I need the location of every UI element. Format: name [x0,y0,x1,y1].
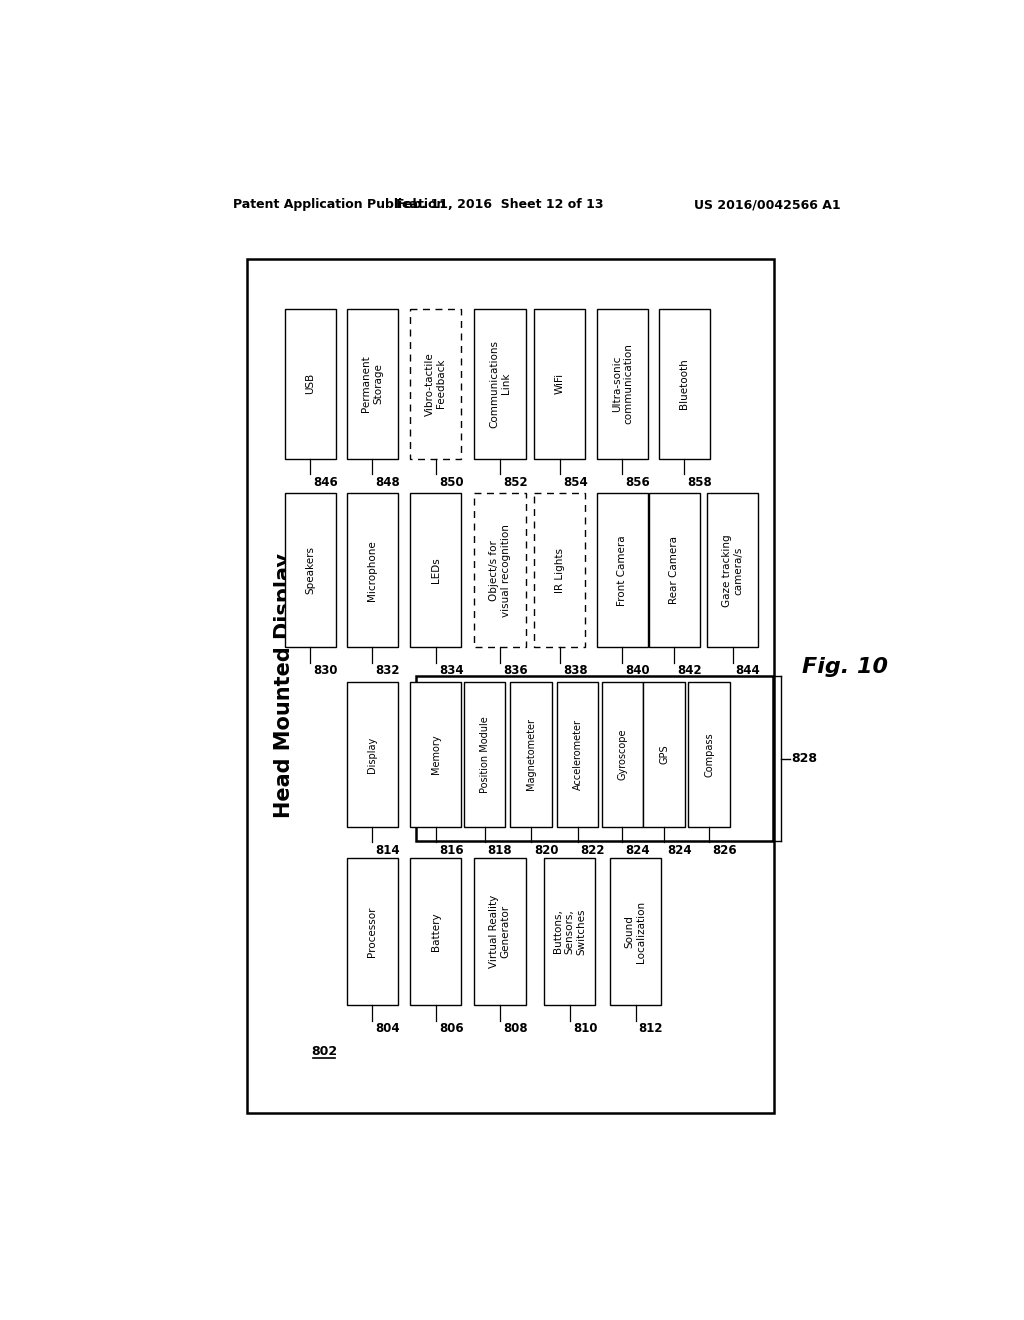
Text: Virtual Reality
Generator: Virtual Reality Generator [489,895,511,968]
Text: LEDs: LEDs [431,557,440,583]
Text: Speakers: Speakers [305,546,315,594]
Bar [410,858,461,1006]
Text: Sound
Localization: Sound Localization [625,900,646,962]
Text: Rear Camera: Rear Camera [670,536,679,605]
Text: Front Camera: Front Camera [617,535,628,606]
Bar [285,309,336,459]
Text: 850: 850 [438,475,464,488]
Text: Bluetooth: Bluetooth [680,358,689,409]
Bar [346,309,397,459]
Bar [346,494,397,647]
Text: Battery: Battery [431,912,440,950]
Bar [649,494,700,647]
Text: Buttons,
Sensors,
Switches: Buttons, Sensors, Switches [553,908,587,954]
Text: 812: 812 [639,1022,664,1035]
Text: Accelerometer: Accelerometer [572,719,583,789]
Text: Display: Display [368,737,377,772]
Text: 836: 836 [503,664,527,677]
Text: 826: 826 [713,843,737,857]
Bar [410,309,461,459]
Bar [510,682,552,826]
Text: 854: 854 [563,475,588,488]
Text: Processor: Processor [368,907,377,957]
Text: Position Module: Position Module [479,715,489,793]
Bar [535,494,586,647]
Text: 838: 838 [563,664,588,677]
Text: US 2016/0042566 A1: US 2016/0042566 A1 [694,198,841,211]
Text: 842: 842 [678,664,702,677]
Text: 828: 828 [792,752,817,766]
Text: Vibro-tactile
Feedback: Vibro-tactile Feedback [425,351,446,416]
Text: 846: 846 [313,475,338,488]
Text: 806: 806 [438,1022,464,1035]
Bar [597,309,648,459]
Text: Patent Application Publication: Patent Application Publication [232,198,445,211]
Bar [417,676,773,841]
Text: 852: 852 [503,475,527,488]
Bar [346,858,397,1006]
Text: Gaze tracking
camera/s: Gaze tracking camera/s [722,535,743,607]
Text: Fig. 10: Fig. 10 [802,656,888,677]
Text: Memory: Memory [431,734,440,775]
Bar [658,309,710,459]
Text: WiFi: WiFi [555,374,564,395]
Text: Microphone: Microphone [368,540,377,601]
Text: 844: 844 [735,664,761,677]
Text: 848: 848 [375,475,400,488]
Text: USB: USB [305,374,315,395]
Text: Head Mounted Display: Head Mounted Display [273,553,294,818]
Text: Communications
Link: Communications Link [489,339,511,428]
Bar [346,682,397,826]
Bar [597,494,648,647]
Bar [610,858,662,1006]
Text: 814: 814 [375,843,399,857]
Text: 820: 820 [535,843,559,857]
Bar [535,309,586,459]
Text: 830: 830 [313,664,338,677]
Text: 856: 856 [626,475,650,488]
Text: 834: 834 [438,664,464,677]
Text: Object/s for
visual recognition: Object/s for visual recognition [489,524,511,616]
Bar [557,682,598,826]
Bar [688,682,730,826]
Bar [601,682,643,826]
Text: 832: 832 [375,664,399,677]
Text: Magnetometer: Magnetometer [526,718,536,791]
Text: Feb. 11, 2016  Sheet 12 of 13: Feb. 11, 2016 Sheet 12 of 13 [396,198,604,211]
Bar [410,682,461,826]
Bar [247,259,773,1113]
Text: 816: 816 [438,843,464,857]
Text: 824: 824 [668,843,692,857]
Bar [474,309,525,459]
Text: IR Lights: IR Lights [555,548,564,593]
Bar [544,858,595,1006]
Text: 808: 808 [503,1022,527,1035]
Text: 818: 818 [487,843,512,857]
Bar [464,682,506,826]
Text: 822: 822 [581,843,605,857]
Text: Gyroscope: Gyroscope [617,729,628,780]
Bar [410,494,461,647]
Text: 824: 824 [626,843,650,857]
Text: GPS: GPS [659,744,670,764]
Text: 840: 840 [626,664,650,677]
Bar [474,494,525,647]
Text: Compass: Compass [705,733,715,776]
Text: Ultra-sonic
communication: Ultra-sonic communication [611,343,633,424]
Text: Permanent
Storage: Permanent Storage [361,355,383,412]
Text: 858: 858 [687,475,713,488]
Bar [474,858,525,1006]
Text: 804: 804 [375,1022,399,1035]
Text: 802: 802 [311,1045,337,1059]
Bar [707,494,758,647]
Text: 810: 810 [572,1022,597,1035]
Bar [285,494,336,647]
Bar [643,682,685,826]
